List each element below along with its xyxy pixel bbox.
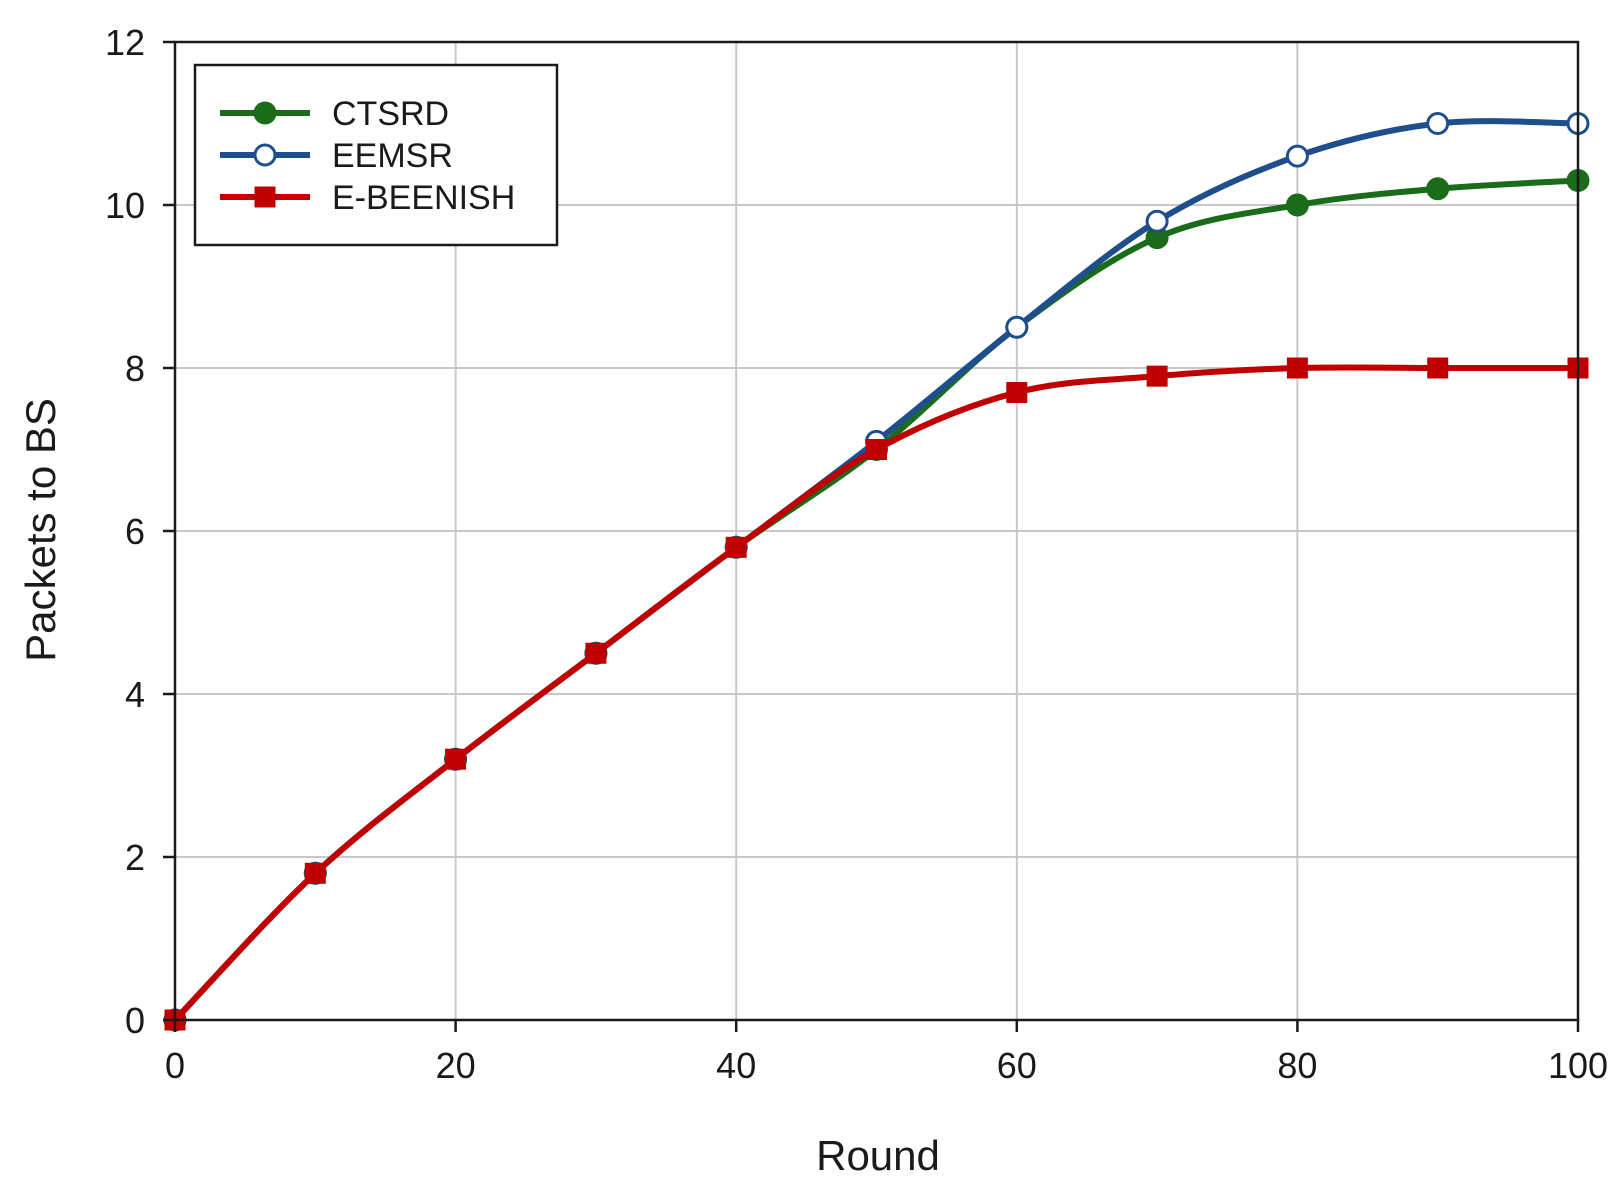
y-tick-label: 4 — [125, 674, 145, 715]
x-tick-label: 20 — [436, 1045, 476, 1086]
data-point — [1145, 209, 1169, 233]
data-point — [304, 862, 326, 884]
legend-swatch-marker — [254, 186, 276, 208]
legend: CTSRD EEMSR E-BEENISH — [193, 63, 559, 247]
data-point — [725, 536, 747, 558]
data-point — [1426, 177, 1450, 201]
x-tick-label: 80 — [1277, 1045, 1317, 1086]
legend-item: EEMSR — [220, 137, 453, 175]
legend-item: E-BEENISH — [220, 179, 515, 217]
y-tick-label: 8 — [125, 348, 145, 389]
legend-label: E-BEENISH — [332, 179, 515, 217]
data-point — [585, 642, 607, 664]
series-line — [172, 177, 1581, 1023]
plot-series — [163, 112, 1590, 1032]
x-axis-title: Round — [816, 1132, 940, 1179]
series-ctsrd — [163, 169, 1590, 1032]
legend-swatch-marker — [253, 101, 277, 125]
y-axis-title: Packets to BS — [17, 398, 64, 662]
grid — [175, 42, 1578, 1020]
data-point — [1006, 381, 1028, 403]
data-point — [866, 439, 887, 460]
data-point — [1426, 112, 1450, 135]
y-tick-label: 6 — [125, 511, 145, 552]
data-point — [1286, 357, 1308, 379]
y-tick-label: 2 — [125, 837, 145, 878]
data-point — [1146, 365, 1168, 387]
legend-swatch-marker — [253, 143, 277, 167]
x-tick-label: 60 — [997, 1045, 1037, 1086]
series-eemsr — [163, 112, 1590, 1032]
series-line — [172, 364, 1581, 1023]
y-tick-label: 0 — [125, 1000, 145, 1041]
legend-label: EEMSR — [332, 137, 453, 175]
data-point — [1285, 193, 1309, 217]
x-tick-label: 100 — [1548, 1045, 1608, 1086]
y-tick-label: 12 — [105, 22, 145, 63]
legend-item: CTSRD — [220, 95, 449, 133]
data-point — [1427, 357, 1449, 379]
x-tick-label: 0 — [165, 1045, 185, 1086]
axes: 0 20 40 60 80 100 0 2 4 6 8 10 12 — [105, 22, 1608, 1086]
data-point — [445, 748, 467, 770]
data-point — [1285, 144, 1309, 168]
series-line — [172, 118, 1581, 1023]
y-tick-label: 10 — [105, 185, 145, 226]
x-tick-label: 40 — [716, 1045, 756, 1086]
legend-label: CTSRD — [332, 95, 449, 133]
data-point — [1005, 315, 1029, 339]
